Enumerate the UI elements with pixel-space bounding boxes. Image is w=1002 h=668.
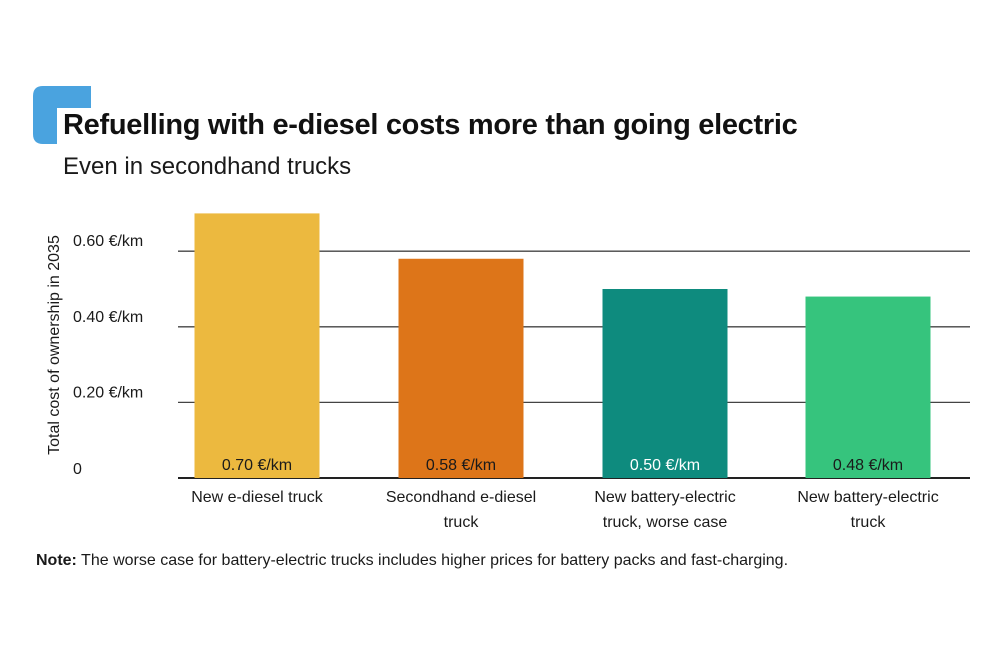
data-label: 0.70 €/km <box>222 457 292 474</box>
bar <box>805 296 931 478</box>
data-label: 0.50 €/km <box>630 457 700 474</box>
chart-subtitle: Even in secondhand trucks <box>63 153 352 180</box>
category-label: truck <box>851 514 887 531</box>
bar <box>194 213 320 478</box>
brand-corner-icon <box>33 86 91 144</box>
category-label: truck <box>444 514 480 531</box>
chart-title: Refuelling with e-diesel costs more than… <box>63 109 798 141</box>
bars <box>194 213 931 478</box>
labels: 0 0.20 €/km 0.40 €/km 0.60 €/km Total cost o… <box>46 233 939 531</box>
data-label: 0.48 €/km <box>833 457 903 474</box>
y-tick-label: 0.20 €/km <box>73 384 143 401</box>
bar <box>602 289 728 478</box>
data-label: 0.58 €/km <box>426 457 496 474</box>
category-label: New e-diesel truck <box>191 489 324 506</box>
category-label: Secondhand e-diesel <box>386 489 536 506</box>
category-label: New battery-electric <box>797 489 938 506</box>
bar <box>398 258 524 478</box>
y-tick-label: 0.40 €/km <box>73 309 143 326</box>
y-tick-label: 0.60 €/km <box>73 233 143 250</box>
note-text: The worse case for battery-electric truc… <box>76 552 789 569</box>
chart-note: Note: The worse case for battery-electri… <box>36 552 788 570</box>
note-label: Note: <box>36 552 77 569</box>
category-label: truck, worse case <box>603 514 728 531</box>
y-tick-label: 0 <box>73 461 82 478</box>
category-label: New battery-electric <box>594 489 735 506</box>
y-axis-title: Total cost of ownership in 2035 <box>46 235 63 455</box>
brand-corner-shape <box>33 86 91 144</box>
